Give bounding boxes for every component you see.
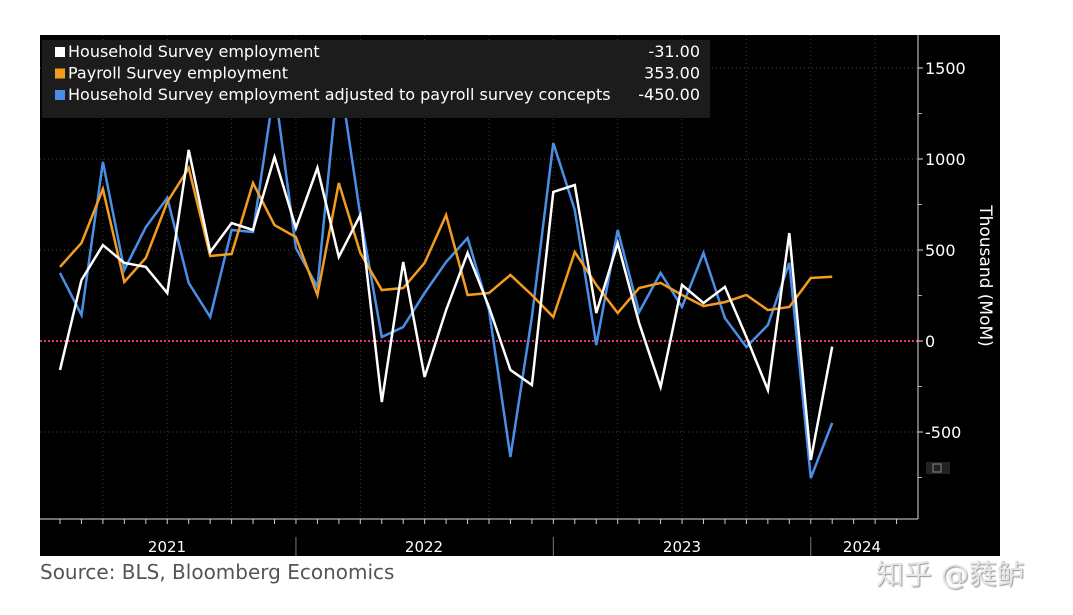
x-year-label: 2023 [663, 538, 701, 556]
legend-swatch [55, 47, 65, 57]
source-note: Source: BLS, Bloomberg Economics [40, 560, 395, 584]
chart-menu-icon[interactable] [926, 462, 950, 474]
x-year-label: 2022 [405, 538, 443, 556]
legend-value: -31.00 [648, 42, 700, 61]
y-tick-label: -500 [925, 423, 961, 442]
series-lines [58, 69, 834, 479]
legend: Household Survey employment -31.00 Payroll… [42, 40, 710, 118]
legend-swatch [55, 90, 65, 100]
y-axis-label: Thousand (MoM) [975, 204, 995, 347]
legend-value: -450.00 [638, 85, 700, 104]
legend-label: Household Survey employment [68, 42, 320, 61]
legend-swatch [55, 68, 65, 79]
y-tick-label: 1500 [925, 59, 966, 78]
x-year-label: 2024 [843, 538, 881, 556]
y-tick-label: 1000 [925, 150, 966, 169]
y-tick-label: 0 [925, 332, 935, 351]
axes: -500 0 500 1000 1500 2021 2022 2023 2024 [40, 35, 966, 556]
watermark: 知乎 @蕤鲈 [876, 558, 1025, 591]
legend-label: Household Survey employment adjusted to … [68, 85, 611, 104]
chart-background [40, 35, 1000, 556]
x-year-label: 2021 [148, 538, 186, 556]
legend-label: Payroll Survey employment [68, 64, 288, 83]
legend-value: 353.00 [644, 64, 700, 83]
y-tick-label: 500 [925, 241, 956, 260]
legend-box [42, 40, 710, 118]
